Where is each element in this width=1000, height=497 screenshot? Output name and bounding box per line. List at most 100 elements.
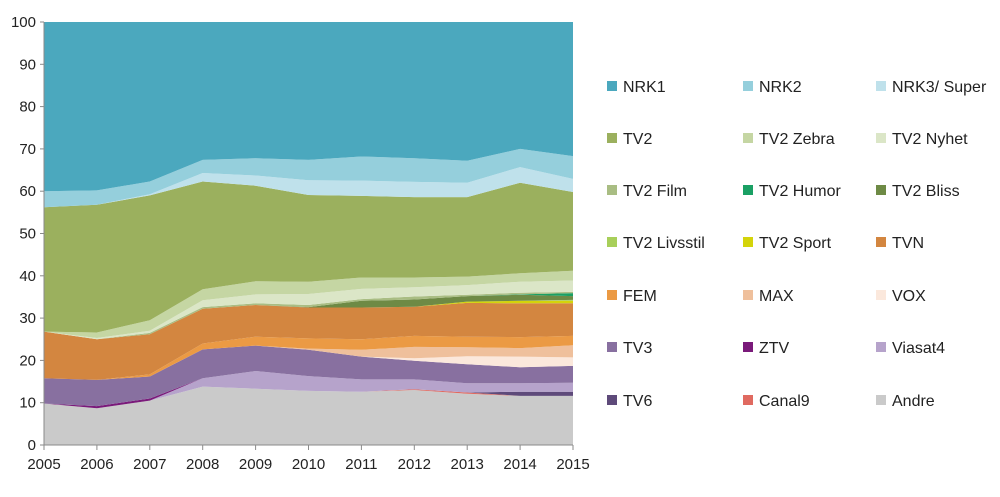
legend-item-nrk2: NRK2 (743, 79, 802, 96)
legend-swatch (743, 237, 753, 247)
legend-item-fem: FEM (607, 288, 657, 305)
x-tick-label: 2008 (186, 456, 219, 473)
legend-item-tv6: TV6 (607, 393, 652, 410)
x-tick-label: 2014 (503, 456, 536, 473)
legend-label: ZTV (759, 340, 790, 357)
legend-item-tv2-bliss: TV2 Bliss (876, 183, 960, 200)
legend-item-viasat4: Viasat4 (876, 340, 945, 357)
legend-label: FEM (623, 288, 657, 305)
area-tv2-nyhet (44, 280, 573, 340)
legend-swatch (607, 237, 617, 247)
y-tick-label: 0 (28, 437, 36, 454)
area-nrk2 (44, 148, 573, 208)
legend-label: Canal9 (759, 393, 810, 410)
legend-item-andre: Andre (876, 393, 935, 410)
legend-label: TV2 Nyhet (892, 131, 968, 148)
legend-swatch (607, 185, 617, 195)
y-tick-label: 50 (19, 226, 36, 243)
legend-label: TV6 (623, 393, 652, 410)
x-tick-label: 2007 (133, 456, 166, 473)
legend-label: NRK1 (623, 79, 666, 96)
legend-item-tv2-sport: TV2 Sport (743, 235, 832, 252)
y-tick-label: 40 (19, 268, 36, 285)
legend-item-canal9: Canal9 (743, 393, 810, 410)
legend-swatch (876, 342, 886, 352)
legend-label: TV2 (623, 131, 652, 148)
y-tick-label: 10 (19, 395, 36, 412)
legend-item-max: MAX (743, 288, 794, 305)
x-tick-label: 2015 (556, 456, 589, 473)
legend-swatch (607, 395, 617, 405)
legend-item-nrk3-super: NRK3/ Super (876, 79, 987, 96)
legend-item-tv2-nyhet: TV2 Nyhet (876, 131, 968, 148)
y-tick-label: 100 (11, 14, 36, 31)
legend-label: TV2 Sport (759, 235, 832, 252)
legend-label: NRK3/ Super (892, 79, 987, 96)
legend-label: Viasat4 (892, 340, 945, 357)
x-tick-label: 2011 (345, 456, 377, 473)
legend-swatch (743, 395, 753, 405)
legend-swatch (876, 185, 886, 195)
area-nrk1 (44, 22, 573, 192)
y-tick-label: 20 (19, 352, 36, 369)
legend-label: NRK2 (759, 79, 802, 96)
legend-label: TV2 Zebra (759, 131, 835, 148)
area-layers (44, 22, 573, 445)
legend: NRK1 NRK2 NRK3/ Super TV2 TV2 Zebra TV2 Nyhet… (607, 79, 987, 410)
area-tv2-bliss (44, 294, 573, 340)
area-max (44, 345, 573, 380)
legend-label: TV2 Livsstil (623, 235, 705, 252)
x-tick-label: 2012 (398, 456, 431, 473)
legend-swatch (607, 81, 617, 91)
area-tv2 (44, 181, 573, 333)
legend-swatch (876, 290, 886, 300)
legend-label: Andre (892, 393, 935, 410)
area-tv3 (44, 345, 573, 407)
x-tick-label: 2006 (80, 456, 113, 473)
legend-swatch (607, 290, 617, 300)
y-tick-label: 70 (19, 141, 36, 158)
y-tick-label: 90 (19, 56, 36, 73)
area-nrk3-super (44, 167, 573, 208)
legend-label: TV2 Film (623, 183, 687, 200)
legend-label: MAX (759, 288, 794, 305)
legend-item-tv2: TV2 (607, 131, 652, 148)
area-viasat4 (44, 371, 573, 409)
legend-item-nrk1: NRK1 (607, 79, 666, 96)
legend-label: TV2 Humor (759, 183, 841, 200)
legend-item-tv2-zebra: TV2 Zebra (743, 131, 835, 148)
legend-item-ztv: ZTV (743, 340, 790, 357)
area-tv2-zebra (44, 270, 573, 338)
legend-label: TV2 Bliss (892, 183, 960, 200)
x-tick-label: 2010 (292, 456, 325, 473)
legend-swatch (607, 133, 617, 143)
y-tick-label: 30 (19, 310, 36, 327)
legend-swatch (743, 81, 753, 91)
area-fem (44, 335, 573, 380)
legend-swatch (876, 81, 886, 91)
area-tvn (44, 302, 573, 380)
legend-item-tv2-livsstil: TV2 Livsstil (607, 235, 705, 252)
y-tick-label: 80 (19, 99, 36, 116)
area-andre (44, 386, 573, 445)
legend-item-vox: VOX (876, 288, 926, 305)
legend-swatch (743, 290, 753, 300)
legend-label: VOX (892, 288, 926, 305)
x-tick-label: 2005 (27, 456, 60, 473)
legend-swatch (876, 237, 886, 247)
legend-item-tv2-humor: TV2 Humor (743, 183, 841, 200)
x-tick-label: 2009 (239, 456, 272, 473)
legend-label: TV3 (623, 340, 652, 357)
legend-swatch (743, 133, 753, 143)
legend-swatch (876, 133, 886, 143)
legend-swatch (743, 185, 753, 195)
legend-item-tvn: TVN (876, 235, 924, 252)
area-vox (44, 345, 573, 380)
legend-item-tv2-film: TV2 Film (607, 183, 687, 200)
x-tick-label: 2013 (451, 456, 484, 473)
y-tick-label: 60 (19, 183, 36, 200)
axes: 0 10 20 30 40 50 60 70 80 90 100 2005 2006 2007 2008 20… (11, 14, 590, 473)
legend-label: TVN (892, 235, 924, 252)
legend-swatch (876, 395, 886, 405)
